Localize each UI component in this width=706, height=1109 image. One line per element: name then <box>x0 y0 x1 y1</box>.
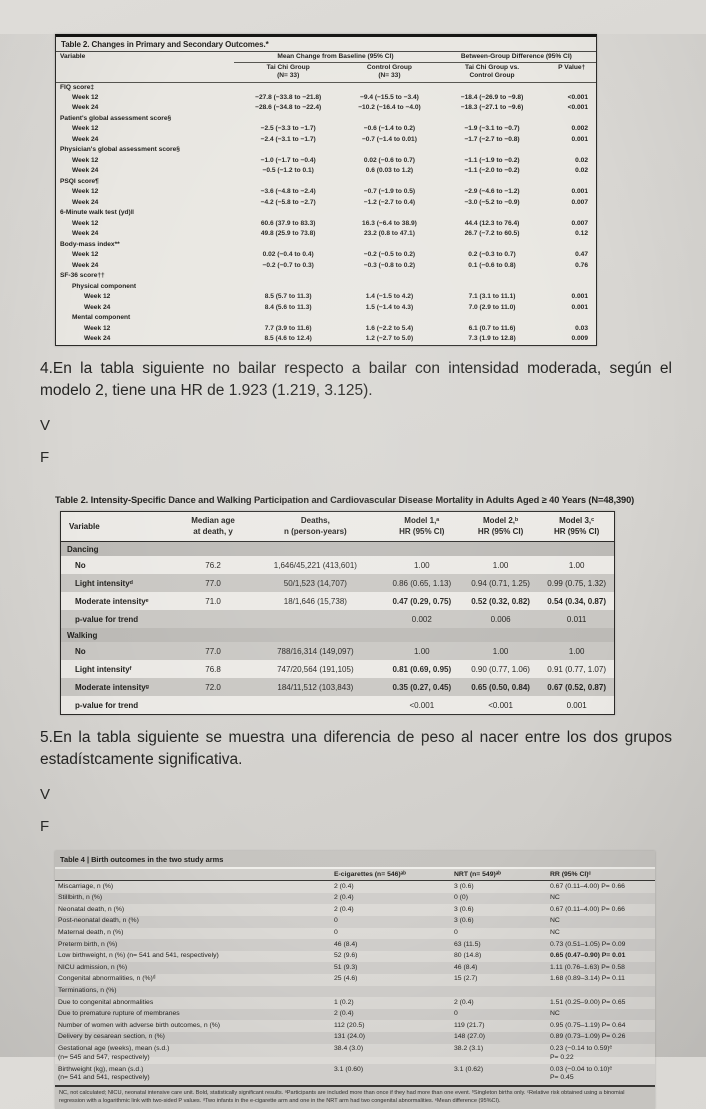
birth-outcomes-body: Miscarriage, n (%) 2 (0.4) 3 (0.6) 0.67 (0.… <box>55 880 655 1085</box>
outcomes-row: Week 12 −1.0 (−1.7 to −0.4) 0.02 (−0.6 to … <box>72 156 588 164</box>
birth-row: Neonatal death, n (%) 2 (0.4) 3 (0.6) 0.67 … <box>55 904 655 916</box>
dance-data-row: No 76.2 1,646/45,221 (413,601) 1.00 1.00 1.00 <box>75 560 585 570</box>
outcomes-row: Week 24 −4.2 (−5.8 to −2.7) −1.2 (−2.7 to … <box>72 198 588 206</box>
dance-table-header: Variable Median age at death, y Deaths, n … <box>61 512 614 543</box>
outcomes-row: SF-36 score†† <box>60 272 105 280</box>
dance-table-title-text: Intensity-Specific Dance and Walking Par… <box>90 494 635 505</box>
dance-col-header: Variable <box>61 512 178 543</box>
birth-outcomes-header: E-cigarettes (n= 546)ᵃᵇ NRT (n= 549)ᵃᵇ R… <box>55 869 655 882</box>
birth-row: Maternal death, n (%) 0 0 NC <box>55 927 655 940</box>
outcomes-table-header: Variable Mean Change from Baseline (95% … <box>56 52 596 83</box>
outcomes-row: Week 24 8.5 (4.6 to 12.4) 1.2 (−2.7 to 5.0… <box>84 335 588 343</box>
outcomes-row: Patient's global assessment score§ <box>60 114 172 122</box>
col-variable: Variable <box>60 53 86 60</box>
outcomes-row: Week 24 49.8 (25.9 to 73.8) 23.2 (0.8 to 4… <box>72 230 588 238</box>
outcomes-row: Week 12 60.6 (37.9 to 83.3) 16.3 (−6.4 to … <box>72 219 588 227</box>
dance-col-header: Deaths, n (person-years) <box>249 512 382 543</box>
outcomes-row: Week 12 −2.5 (−3.3 to −1.7) −0.6 (−1.4 to … <box>72 125 588 133</box>
birth-row: Birthweight (kg), mean (s.d.) (n= 541 an… <box>55 1064 655 1085</box>
dance-col-header: Model 2,ᵇ HR (95% CI) <box>461 512 540 543</box>
col-control-group: Control Group (N= 33) <box>366 64 412 80</box>
col-nrt: NRT (n= 549)ᵃᵇ <box>451 869 547 882</box>
outcomes-row: Week 12 −3.6 (−4.8 to −2.4) −0.7 (−1.9 to … <box>72 188 588 196</box>
birth-row: Due to congenital abnormalities 1 (0.2) 2 … <box>55 997 655 1009</box>
birth-outcomes-table: Table 4 | Birth outcomes in the two stud… <box>55 851 655 1109</box>
dance-data-row: Moderate intensityᵍ 72.0 184/11,512 (103,8… <box>61 678 614 697</box>
birth-outcomes-footnote: NC, not calculated; NICU, neonatal inten… <box>55 1084 655 1109</box>
birth-row: Gestational age (weeks), mean (s.d.) (n=… <box>55 1043 655 1065</box>
outcomes-row: Week 12 7.7 (3.9 to 11.6) 1.6 (−2.2 to 5.4… <box>84 324 588 332</box>
outcomes-row: Physical component <box>72 282 137 290</box>
outcomes-row: Week 24 −0.5 (−1.2 to 0.1) 0.6 (0.03 to 1.… <box>72 167 588 175</box>
outcomes-row: Week 24 8.4 (5.6 to 11.3) 1.5 (−1.4 to 4.3… <box>84 303 588 311</box>
outcomes-row: Physician's global assessment score§ <box>60 146 180 154</box>
dance-table-body: Dancing No 76.2 1,646/45,221 (413,601) 1.00 1… <box>61 541 614 715</box>
birth-outcomes-title: Table 4 | Birth outcomes in the two stud… <box>55 851 655 870</box>
outcomes-table-title: Table 2. Changes in Primary and Secondar… <box>56 37 596 52</box>
question-5-option-true: V <box>40 786 51 804</box>
col-rr: RR (95% CI)ᶜ <box>547 869 655 882</box>
dance-col-header: Model 3,ᶜ HR (95% CI) <box>539 512 614 543</box>
dance-col-header: Median age at death, y <box>177 512 249 543</box>
birth-row: Congenital abnormalities, n (%)ᵈ 25 (4.6)… <box>55 974 655 986</box>
outcomes-row: FIQ score‡ <box>60 83 95 91</box>
outcomes-row: Week 12 8.5 (5.7 to 11.3) 1.4 (−1.5 to 4.2… <box>84 293 588 301</box>
birth-row: NICU admission, n (%) 51 (9.3) 46 (8.4) 1.1… <box>55 962 655 975</box>
col-group-mean-change: Mean Change from Baseline (95% CI) <box>234 52 437 64</box>
birth-row: Delivery by cesarean section, n (%) 131 (… <box>55 1032 655 1044</box>
dance-table-label: Table 2. <box>55 494 89 505</box>
dance-table-title: Table 2. Intensity-Specific Dance and Wa… <box>55 494 635 507</box>
birth-row: Number of women with adverse birth outco… <box>55 1020 655 1033</box>
col-p-value: P Value† <box>558 64 586 72</box>
col-taichi-group: Tai Chi Group (N= 33) <box>266 64 310 80</box>
col-taichi-vs-control: Tai Chi Group vs. Control Group <box>464 64 520 80</box>
outcomes-row: Week 24 −2.4 (−3.1 to −1.7) −0.7 (−1.4 to … <box>72 135 588 143</box>
dance-section-row: Dancing <box>61 541 614 557</box>
outcomes-row: Body-mass index** <box>60 240 120 248</box>
dance-table: Variable Median age at death, y Deaths, n … <box>60 511 615 716</box>
dance-table-grid: Variable Median age at death, y Deaths, n … <box>61 512 614 714</box>
outcomes-table-body: FIQ score‡ Week 12 −27.8 (−33.8 to −21.8) −… <box>56 82 596 345</box>
col-group-between-diff: Between-Group Difference (95% CI) <box>436 52 596 64</box>
question-4-option-false: F <box>40 448 50 466</box>
col-blank <box>55 869 331 882</box>
outcomes-table: Table 2. Changes in Primary and Secondar… <box>55 34 597 346</box>
birth-row: Due to premature rupture of membranes 2 (… <box>55 1008 655 1021</box>
outcomes-row: Week 24 −28.6 (−34.8 to −22.4) −10.2 (−16.… <box>72 104 588 112</box>
dance-data-row: No 77.0 788/16,314 (149,097) 1.00 1.00 1.00 <box>61 642 614 661</box>
birth-outcomes-grid: E-cigarettes (n= 546)ᵃᵇ NRT (n= 549)ᵃᵇ R… <box>55 869 655 1085</box>
outcomes-row: Week 12 −27.8 (−33.8 to −21.8) −9.4 (−15.5… <box>72 93 588 101</box>
question-5-option-false: F <box>40 818 50 836</box>
birth-row: Miscarriage, n (%) 2 (0.4) 3 (0.6) 0.67 (0.… <box>55 880 655 893</box>
question-5-text: 5.En la tabla siguiente se muestra una d… <box>40 729 672 769</box>
dance-col-header: Model 1,ᵃ HR (95% CI) <box>381 512 462 543</box>
birth-row: Stillbirth, n (%) 2 (0.4) 0 (0) NC <box>55 892 655 905</box>
dance-data-row: Light intensityᵈ 77.0 50/1,523 (14,707) 0.8… <box>61 574 614 593</box>
birth-row: Low birthweight, n (%) (n= 541 and 541, … <box>55 950 655 963</box>
outcomes-row: Mental component <box>72 314 131 322</box>
birth-row: Preterm birth, n (%) 46 (8.4) 63 (11.5) 0.7… <box>55 939 655 951</box>
question-4-text: 4.En la tabla siguiente no bailar respec… <box>40 359 672 399</box>
outcomes-row: PSQI score¶ <box>60 177 99 185</box>
dance-data-row: Light intensityᶠ 76.8 747/20,564 (191,105)… <box>75 664 606 674</box>
question-4-option-true: V <box>40 416 51 434</box>
outcomes-row: Week 12 0.02 (−0.4 to 0.4) −0.2 (−0.5 to 0… <box>72 251 588 259</box>
dance-data-row: p-value for trend 0.002 0.006 0.011 <box>61 610 614 629</box>
outcomes-row: 6-Minute walk test (yd)‖ <box>60 209 134 217</box>
dance-section-row: Walking <box>61 628 614 643</box>
outcomes-row: Week 24 −0.2 (−0.7 to 0.3) −0.3 (−0.8 to 0… <box>72 261 588 269</box>
dance-data-row: Moderate intensityᵉ 71.0 18/1,646 (15,738)… <box>75 596 606 606</box>
birth-row: Post-neonatal death, n (%) 0 3 (0.6) NC <box>55 915 655 928</box>
col-ecigarettes: E-cigarettes (n= 546)ᵃᵇ <box>331 869 451 882</box>
birth-row: Terminations, n (%) <box>55 985 655 998</box>
dance-data-row: p-value for trend <0.001 <0.001 0.001 <box>75 700 587 710</box>
outcomes-table-grid: Variable Mean Change from Baseline (95% … <box>56 52 596 345</box>
